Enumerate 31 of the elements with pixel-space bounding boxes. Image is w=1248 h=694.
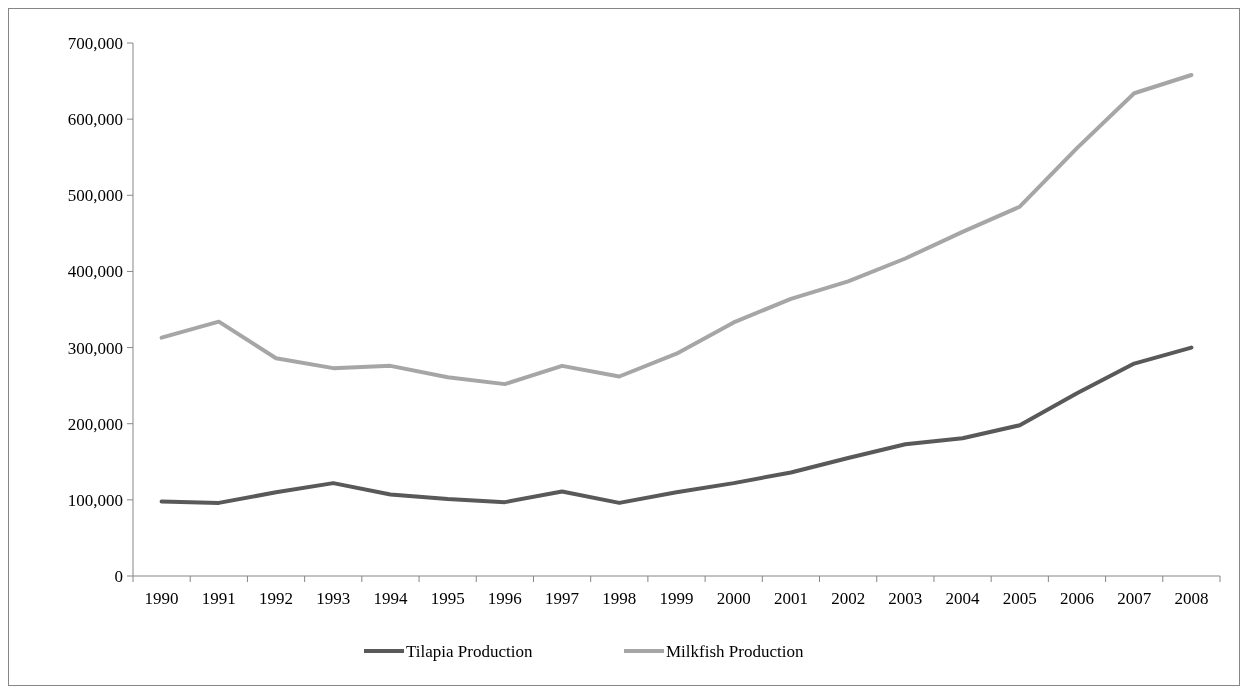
y-tick-label: 300,000 — [67, 338, 123, 358]
y-tick-label: 500,000 — [67, 186, 123, 206]
x-tick-label: 2000 — [716, 589, 751, 608]
y-tick-label: 600,000 — [67, 110, 123, 130]
y-tick-label: 200,000 — [67, 414, 123, 434]
legend-label: Tilapia Production — [406, 641, 533, 661]
x-tick-label: 1996 — [487, 589, 522, 608]
x-tick-label: 2005 — [1002, 589, 1037, 608]
line-series — [159, 72, 1194, 387]
x-tick-label: 1990 — [144, 589, 179, 608]
x-tick-label: 1998 — [602, 589, 637, 608]
x-tick-label: 2004 — [945, 589, 981, 608]
x-tick-label: 1993 — [316, 589, 351, 608]
line-series — [159, 345, 1194, 505]
x-tick-label: 1992 — [259, 589, 294, 608]
y-tick-label: 700,000 — [67, 33, 123, 53]
y-tick-label: 400,000 — [67, 262, 123, 282]
x-tick-label: 1995 — [430, 589, 465, 608]
x-tick-label: 2006 — [1059, 589, 1094, 608]
x-tick-label: 2007 — [1117, 589, 1152, 608]
x-tick-label: 1991 — [201, 589, 236, 608]
y-tick-label: 100,000 — [67, 490, 123, 510]
y-tick-label: 0 — [114, 566, 123, 586]
legend-label: Milkfish Production — [666, 641, 804, 661]
x-tick-label: 2008 — [1174, 589, 1209, 608]
x-tick-label: 2003 — [888, 589, 923, 608]
x-tick-label: 1999 — [659, 589, 694, 608]
x-tick-label: 1994 — [373, 589, 408, 608]
x-tick-label: 2001 — [773, 589, 808, 608]
x-tick-label: 1997 — [545, 589, 580, 608]
x-tick-label: 2002 — [831, 589, 866, 608]
